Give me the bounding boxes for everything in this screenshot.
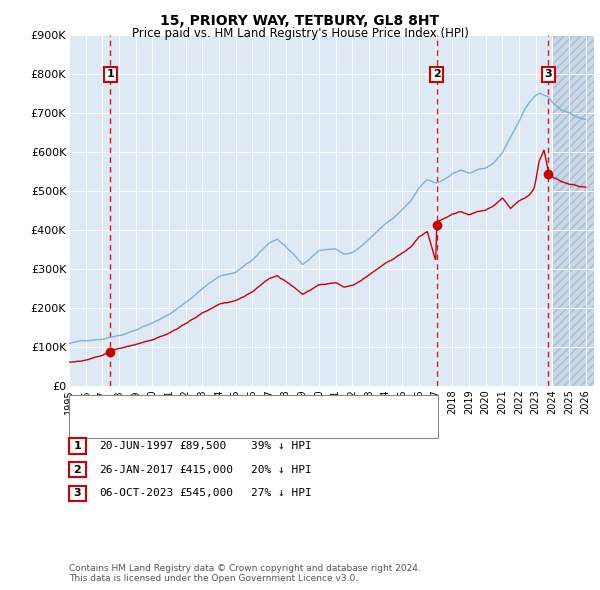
- Text: 26-JAN-2017: 26-JAN-2017: [99, 465, 173, 474]
- Bar: [553, 35, 594, 386]
- Text: 15, PRIORY WAY, TETBURY, GL8 8HT (detached house): 15, PRIORY WAY, TETBURY, GL8 8HT (detach…: [101, 402, 383, 412]
- Text: 3: 3: [74, 489, 81, 498]
- Text: 06-OCT-2023: 06-OCT-2023: [99, 489, 173, 498]
- Text: 20% ↓ HPI: 20% ↓ HPI: [251, 465, 311, 474]
- Text: 2: 2: [433, 70, 441, 80]
- Text: 20-JUN-1997: 20-JUN-1997: [99, 441, 173, 451]
- Text: Contains HM Land Registry data © Crown copyright and database right 2024.
This d: Contains HM Land Registry data © Crown c…: [69, 563, 421, 583]
- Text: 39% ↓ HPI: 39% ↓ HPI: [251, 441, 311, 451]
- Text: 15, PRIORY WAY, TETBURY, GL8 8HT: 15, PRIORY WAY, TETBURY, GL8 8HT: [160, 14, 440, 28]
- Text: £545,000: £545,000: [179, 489, 233, 498]
- Text: 1: 1: [74, 441, 81, 451]
- Text: 3: 3: [545, 70, 552, 80]
- Text: £415,000: £415,000: [179, 465, 233, 474]
- Text: 1: 1: [106, 70, 114, 80]
- Text: 27% ↓ HPI: 27% ↓ HPI: [251, 489, 311, 498]
- Text: —: —: [76, 398, 94, 416]
- Text: 2: 2: [74, 465, 81, 474]
- Text: HPI: Average price, detached house, Cotswold: HPI: Average price, detached house, Cots…: [101, 421, 342, 431]
- Text: —: —: [76, 417, 94, 435]
- Bar: [553, 35, 594, 386]
- Text: Price paid vs. HM Land Registry's House Price Index (HPI): Price paid vs. HM Land Registry's House …: [131, 27, 469, 40]
- Text: £89,500: £89,500: [179, 441, 226, 451]
